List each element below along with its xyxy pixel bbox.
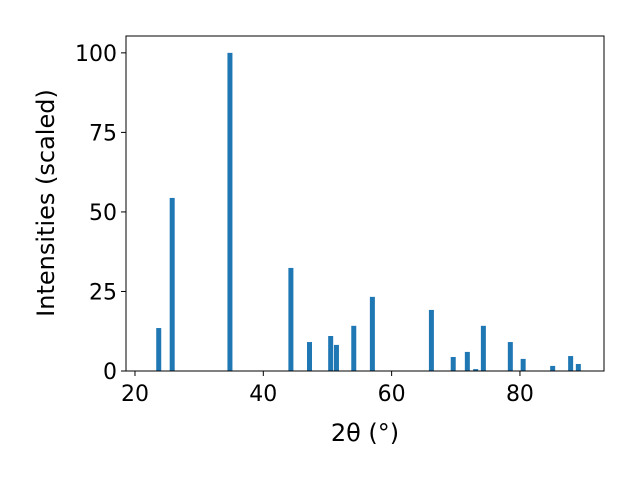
bar xyxy=(575,364,581,371)
bar xyxy=(428,309,434,371)
y-tick-label: 50 xyxy=(89,201,117,226)
bar xyxy=(227,52,233,371)
bar xyxy=(568,356,574,371)
y-tick-label: 75 xyxy=(89,121,117,146)
bar xyxy=(169,197,175,371)
y-tick-label: 0 xyxy=(103,360,117,385)
bar xyxy=(328,336,334,371)
x-axis-label: 2θ (°) xyxy=(331,419,399,447)
x-tick-label: 40 xyxy=(249,382,277,407)
bar xyxy=(288,267,294,371)
x-tick-label: 20 xyxy=(121,382,149,407)
bar xyxy=(333,344,339,371)
y-axis-label: Intensities (scaled) xyxy=(32,89,60,317)
x-tick-label: 60 xyxy=(378,382,406,407)
bar xyxy=(480,325,486,371)
bar xyxy=(450,357,456,371)
plot-frame xyxy=(125,35,605,372)
bar xyxy=(520,358,526,371)
y-tick-label: 100 xyxy=(75,42,117,67)
bar xyxy=(369,296,375,371)
bar xyxy=(507,342,513,371)
bar xyxy=(307,342,313,371)
bar xyxy=(473,369,479,371)
bar xyxy=(351,325,357,371)
x-tick-label: 80 xyxy=(506,382,534,407)
bar xyxy=(550,365,556,371)
y-tick-label: 25 xyxy=(89,280,117,305)
bar xyxy=(464,351,470,371)
bar xyxy=(156,328,162,371)
